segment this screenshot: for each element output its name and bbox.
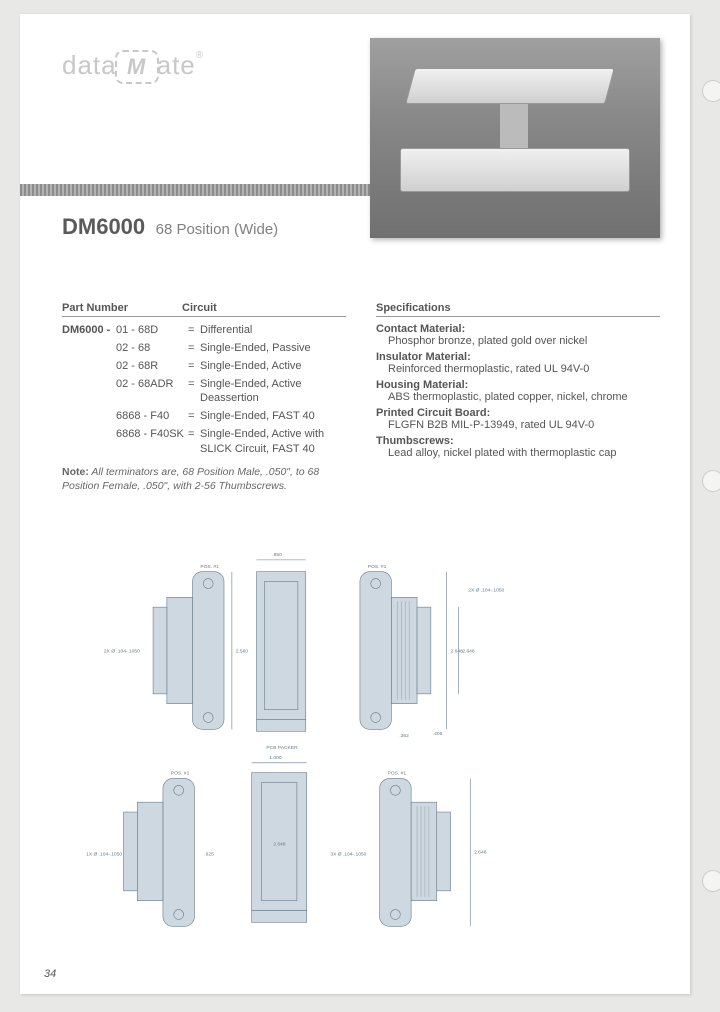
svg-text:PCB PACKER: PCB PACKER xyxy=(266,745,298,751)
svg-text:.625: .625 xyxy=(204,851,214,857)
svg-text:2.648: 2.648 xyxy=(451,648,464,654)
technical-drawings: 2X Ø .104-.1050 2.560 POS. #1 .850 PCB P… xyxy=(80,552,630,946)
svg-text:.406: .406 xyxy=(433,731,443,737)
svg-text:2X Ø .104-.1050: 2X Ø .104-.1050 xyxy=(104,648,140,654)
col-header-circuit: Circuit xyxy=(182,302,346,314)
specifications: Specifications Contact Material: Phospho… xyxy=(376,302,660,493)
binder-hole-icon xyxy=(702,80,720,102)
binder-hole-icon xyxy=(702,870,720,892)
table-row: 02 - 68R = Single-Ended, Active xyxy=(62,359,346,374)
svg-text:3X Ø .104-.1050: 3X Ø .104-.1050 xyxy=(330,851,366,857)
svg-text:2.560: 2.560 xyxy=(236,648,249,654)
binder-hole-icon xyxy=(702,470,720,492)
table-row: DM6000 - 01 - 68D = Differential xyxy=(62,323,346,338)
table-row: 02 - 68 = Single-Ended, Passive xyxy=(62,341,346,356)
table-row: 02 - 68ADR = Single-Ended, Active Deasse… xyxy=(62,377,346,407)
brand-pre: data xyxy=(62,50,117,80)
svg-text:POS. #1: POS. #1 xyxy=(388,771,407,777)
brand-post: ate xyxy=(157,50,196,80)
svg-text:2.648: 2.648 xyxy=(474,849,487,855)
table-note: Note: All terminators are, 68 Position M… xyxy=(62,465,346,493)
page-number: 34 xyxy=(44,968,56,980)
svg-text:.850: .850 xyxy=(272,552,282,558)
table-row: 6868 - F40 = Single-Ended, FAST 40 xyxy=(62,409,346,424)
svg-text:.362: .362 xyxy=(399,733,409,739)
svg-text:1.000: 1.000 xyxy=(269,755,282,761)
svg-text:1X Ø .104-.1050: 1X Ø .104-.1050 xyxy=(86,851,122,857)
model-number: DM6000 xyxy=(62,214,145,239)
model-subtitle: 68 Position (Wide) xyxy=(156,221,279,238)
page-title: DM6000 68 Position (Wide) xyxy=(62,214,278,240)
col-header-partnumber: Part Number xyxy=(62,302,182,314)
svg-text:POS. #1: POS. #1 xyxy=(368,564,387,570)
specs-heading: Specifications xyxy=(376,302,660,317)
table-row: 6868 - F40SK = Single-Ended, Active with… xyxy=(62,427,346,457)
svg-text:POS. #1: POS. #1 xyxy=(200,564,219,570)
part-number-table: Part Number Circuit DM6000 - 01 - 68D = … xyxy=(62,302,346,493)
svg-text:2.648: 2.648 xyxy=(462,648,475,654)
header-stripe xyxy=(20,184,370,196)
svg-text:2.648: 2.648 xyxy=(273,842,286,848)
svg-text:POS. #1: POS. #1 xyxy=(171,771,190,777)
brand-badge-icon xyxy=(115,50,159,84)
svg-text:2X Ø .104-.1050: 2X Ø .104-.1050 xyxy=(468,587,504,593)
product-photo xyxy=(370,38,660,238)
brand-logo: dataate® xyxy=(62,50,204,84)
pn-prefix: DM6000 - xyxy=(62,323,116,338)
